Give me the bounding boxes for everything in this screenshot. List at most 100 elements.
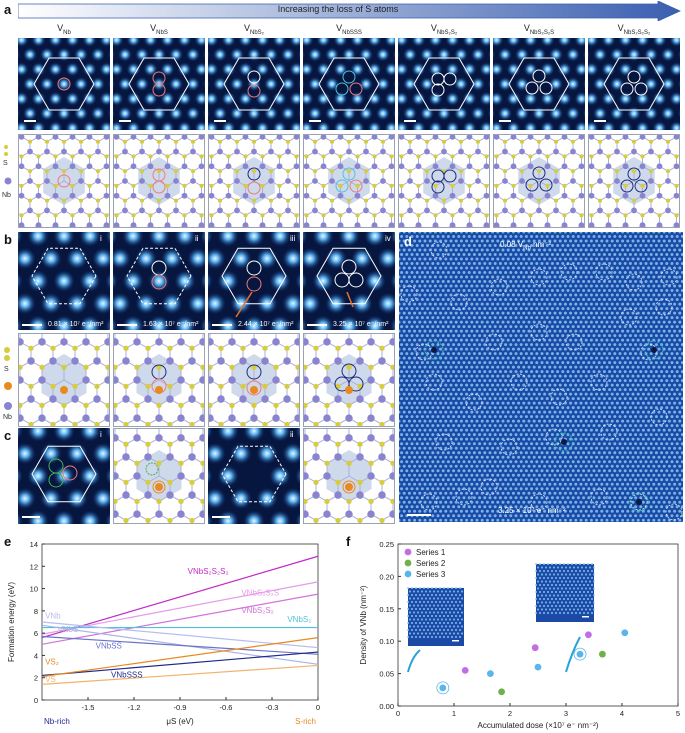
column-header-6: VNbS₂S₂S₂ [617,23,651,36]
panel-b-label: b [4,232,12,247]
panel-a-stm-6 [588,38,680,130]
chart-f-legend-label-0: Series 1 [416,548,446,557]
legend-b-s-label: S [4,366,9,373]
panel-b-frame-index-3: iv [385,234,391,243]
panel-b-dose-1: 1.63 × 10⁷ e⁻/nm² [143,321,199,328]
chart-e-xlabel: μS (eV) [166,717,194,726]
chart-e-line-label-9: VS [45,675,56,684]
panel-a-lattice-0 [18,134,110,228]
chart-f-point-2-3 [576,650,584,658]
panel-a-lattice-5 [493,134,585,228]
chart-f-ytick-3: 0.15 [379,605,394,614]
chart-f-point-2-0 [439,684,447,692]
chart-e-line-label-5: VNbS [57,625,78,634]
panel-b-scale-bar-1 [117,324,137,326]
chart-e-ytick-0: 0 [34,696,38,705]
chart-f-ytick-0: 0.00 [379,702,394,711]
chart-e-series-line-6 [41,635,319,655]
panel-b-dose-2: 2.44 × 10⁷ e⁻/nm² [238,321,294,328]
chart-e-line-label-7: VNbSSS [111,671,143,680]
column-header-2: VNbS₂ [243,23,265,36]
panel-c-stm-2 [208,428,300,524]
chart-f-xtick-4: 4 [620,709,624,718]
panel-a-label: a [4,2,12,17]
chart-f-point-2-1 [487,670,494,677]
panel-a-stm-4 [398,38,490,130]
panel-e-label: e [4,534,12,549]
panel-b-scale-bar-0 [22,324,42,326]
chart-f-point-2-2 [534,663,542,671]
chart-e-series-line-9 [41,664,319,685]
panel-b-lattice-1 [113,333,205,427]
panel-a-stm-0 [18,38,110,130]
chart-e-line-label-3: VNbS₂ [287,615,311,624]
chart-f-xtick-0: 0 [396,709,400,718]
panel-a-stm-5 [493,38,585,130]
chart-e-line-label-0: VNbS₂S₂S₂ [188,567,229,576]
panel-a-lattice-6 [588,134,680,228]
chart-e-ytick-3: 6 [34,629,38,638]
chart-e-ytick-7: 14 [30,540,38,549]
chart-f-legend-label-1: Series 2 [416,559,446,568]
chart-e-nb-rich-label: Nb-rich [44,717,70,726]
chart-e-xtick-4: -0.3 [266,703,279,712]
panel-a-stm-3 [303,38,395,130]
panel-c-frame-index-0: i [100,430,102,439]
panel-f-label: f [346,534,351,549]
panel-d-bottom-text: 3.25 × 10⁷ e⁻ nm⁻² [498,506,566,515]
column-header-3: VNbSSS [336,23,362,36]
panel-c-lattice-3 [303,428,395,524]
panel-b-lattice-3 [303,333,395,427]
panel-a-lattice-2 [208,134,300,228]
panel-d-scale-bar [407,514,431,516]
loss-arrow-text: Increasing the loss of S atoms [277,4,399,14]
panel-a-stm-1 [113,38,205,130]
panel-b-frame-index-0: i [100,234,102,243]
chart-f-xtick-3: 3 [564,709,568,718]
chart-f-inset-high-dose [534,562,596,622]
chart-f-point-0-1 [531,644,539,652]
chart-f-point-0-0 [461,666,469,674]
panel-b-frame-index-1: ii [195,234,199,243]
chart-e-series-line-1 [41,581,319,635]
column-header-1: VNbS [150,23,168,36]
chart-f-inset-low-dose [406,586,464,646]
chart-f-point-2-4 [621,629,629,637]
chart-e-series-line-7 [41,651,319,677]
chart-e-line-label-1: VNbS₂S₂S [241,588,279,597]
panel-a-lattice-1 [113,134,205,228]
chart-e-ytick-2: 4 [34,651,38,660]
chart-f-frame [397,543,679,707]
legend-b-nb-label: Nb [3,414,12,421]
panel-a-lattice-4 [398,134,490,228]
chart-f-legend-marker-1 [404,559,412,567]
panel-b-dose-0: 0.81 × 10⁷ e⁻/nm² [48,321,104,328]
chart-e-xtick-3: -0.6 [220,703,233,712]
chart-e-xtick-5: 0 [316,703,320,712]
panel-c-label: c [4,428,12,443]
chart-f-ylabel: Density of VNb (nm⁻²) [359,585,368,664]
chart-e-s-rich-label: S-rich [295,717,316,726]
chart-e-frame [41,543,319,701]
chart-e-xtick-0: -1.5 [82,703,95,712]
chart-f-ytick-5: 0.25 [379,540,394,549]
panel-b-stm-0 [18,232,110,330]
chart-e-line-label-6: VNbSS [96,642,122,651]
legend-nb-label: Nb [2,192,11,199]
chart-e-line-label-2: VNbS₂S₂ [241,606,273,615]
panel-b-frame-index-2: iii [290,234,296,243]
chart-e-line-label-4: VNb [45,612,61,621]
panel-b-atom-legend [4,347,12,410]
chart-f-highlight-ring-0 [436,681,450,695]
column-header-5: VNbS₂S₂S [523,23,555,36]
panel-b-scale-bar-3 [307,324,327,326]
chart-f-xtick-5: 5 [676,709,680,718]
loss-arrow [18,1,681,21]
chart-e-ylabel: Formation energy (eV) [7,582,16,662]
chart-f-legend-marker-2 [404,570,412,578]
chart-f-point-0-2 [585,631,592,639]
chart-e-line-label-8: VS₂ [45,657,59,666]
panel-b-lattice-0 [18,333,110,427]
chart-f-legend-marker-0 [404,548,412,556]
panel-c-frame-index-2: ii [290,430,294,439]
